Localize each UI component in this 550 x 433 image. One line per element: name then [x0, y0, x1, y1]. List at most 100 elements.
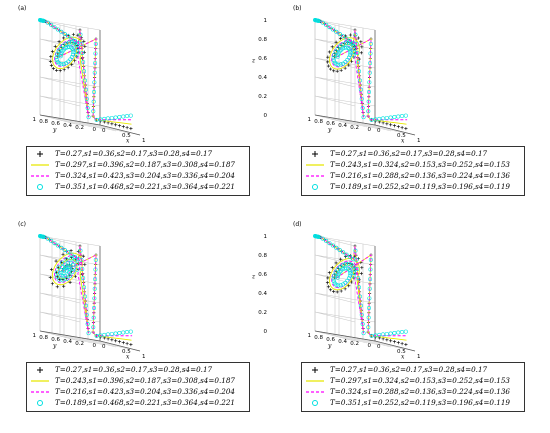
series-point: [381, 116, 386, 121]
series-point: [389, 123, 393, 127]
legend-label: T=0.216,s1=0.423,s3=0.204,s3=0.336,s4=0.…: [55, 387, 235, 396]
series-point: [404, 126, 408, 131]
legend-entry: T=0.27,s1=0.36,s2=0.17,s3=0.28,s4=0.17: [27, 365, 249, 375]
series-point: [82, 50, 86, 54]
y-tick-label: 0: [93, 127, 97, 133]
x-axis-label: x: [401, 354, 405, 361]
series-point: [353, 32, 358, 37]
series-point: [403, 113, 408, 118]
series-point: [94, 333, 99, 338]
series-point: [79, 257, 84, 262]
series-point: [330, 265, 334, 270]
series-point: [62, 268, 67, 273]
series-point: [346, 55, 351, 60]
series-point: [361, 331, 366, 336]
x-tick-label: 0: [377, 344, 381, 350]
series-point: [381, 121, 385, 125]
x-tick-label: 0.5: [122, 133, 131, 139]
series-point: [66, 270, 71, 275]
legend-marker: [312, 367, 318, 373]
series-point: [334, 62, 339, 67]
z-tick-label: 0.8: [258, 253, 267, 259]
z-axis-label: z: [251, 273, 256, 280]
series-point: [80, 272, 84, 277]
series-point: [343, 287, 347, 291]
z-tick-label: 0.8: [258, 37, 267, 43]
legend-entry: T=0.297,s1=0.324,s2=0.153,s3=0.252,s4=0.…: [302, 376, 524, 386]
series-point: [94, 117, 99, 122]
series-line: [39, 235, 133, 337]
series-point: [54, 259, 58, 263]
x-tick-label: 0.5: [122, 349, 131, 355]
series-point: [62, 248, 67, 253]
series-point: [350, 59, 354, 63]
series-point: [320, 236, 325, 241]
series-point: [59, 29, 64, 34]
floor-grid-line: [39, 114, 81, 126]
series-point: [62, 32, 67, 37]
y-tick-label: 0: [93, 343, 97, 349]
series-point: [381, 332, 386, 337]
panel-label: (a): [18, 5, 26, 12]
series-point: [352, 46, 357, 51]
x-tick-label: 0: [102, 344, 106, 350]
series-point: [348, 33, 353, 37]
series-point: [106, 337, 110, 341]
series-point: [366, 109, 371, 114]
series-point: [384, 331, 389, 336]
series-point: [55, 243, 60, 248]
series-point: [381, 337, 385, 341]
series-point: [62, 284, 66, 288]
series-point: [388, 115, 393, 120]
x-tick-label: 1: [417, 138, 421, 144]
series-point: [356, 276, 361, 281]
series-point: [389, 339, 393, 343]
series-point: [57, 61, 62, 66]
y-tick-label: 0.8: [314, 119, 323, 125]
legend-plus-marker: [37, 367, 43, 373]
series-point: [125, 342, 129, 346]
floor-grid-line: [314, 330, 356, 342]
series-point: [392, 124, 397, 128]
legend-entry: T=0.324,s1=0.288,s2=0.136,s3=0.224,s4=0.…: [302, 387, 524, 397]
y-tick-label: 0.2: [75, 125, 84, 131]
series-point: [55, 27, 60, 32]
series-point: [59, 245, 64, 250]
series-point: [377, 116, 382, 121]
series-point: [326, 55, 330, 59]
series-point: [92, 70, 97, 75]
series-point: [400, 126, 404, 130]
z-tick-label: 0: [264, 329, 268, 335]
z-tick-label: 1: [264, 234, 268, 240]
legend-label: T=0.243,s1=0.396,s2=0.187,s3=0.308,s4=0.…: [55, 376, 235, 385]
series-point: [82, 294, 87, 299]
series-point: [70, 52, 75, 57]
series-4: [312, 233, 408, 338]
series-point: [352, 267, 357, 272]
series-point: [327, 241, 332, 246]
series-point: [339, 68, 343, 72]
legend-circle-marker: [37, 184, 43, 190]
series-point: [54, 55, 59, 60]
grid-line-z: [314, 95, 376, 107]
series-point: [60, 278, 65, 283]
series-point: [331, 289, 336, 294]
series-line: [314, 235, 408, 337]
series-point: [121, 341, 125, 345]
z-tick-label: 0.6: [258, 272, 267, 278]
series-point: [129, 342, 133, 347]
x-tick-label: 1: [142, 354, 146, 360]
series-point: [84, 312, 89, 317]
y-axis-label: y: [52, 127, 57, 134]
series-point: [344, 266, 349, 271]
legend: T=0.27,s1=0.36,s2=0.17,s3=0.28,s4=0.17 T=…: [301, 146, 525, 196]
legend-circle-marker: [312, 400, 318, 406]
series-point: [331, 279, 336, 284]
series-point: [342, 266, 347, 271]
series-point: [45, 236, 50, 241]
series-point: [113, 331, 118, 336]
y-tick-label: 0: [368, 343, 372, 349]
series-point: [324, 238, 329, 243]
z-tick-label: 1: [264, 18, 268, 24]
